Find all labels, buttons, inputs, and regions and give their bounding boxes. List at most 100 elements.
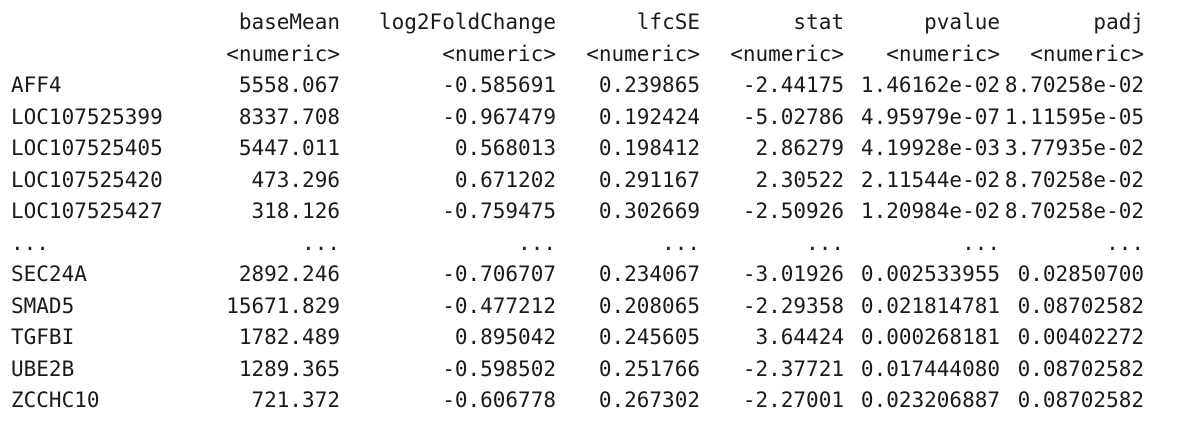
table-row: SMAD5 15671.829 -0.477212 0.208065 -2.29… — [11, 291, 1144, 323]
ellipsis-row: ... ... ... ... ... ... ... — [11, 228, 1144, 260]
header-row: baseMean log2FoldChange lfcSE stat pvalu… — [11, 7, 1144, 39]
table-cell: 473.296 — [251, 167, 340, 192]
table-cell: 5558.067 — [238, 73, 340, 97]
table-row: LOC107525420 473.296 0.671202 0.291167 2… — [11, 165, 1144, 197]
table-cell: -2.50926 — [742, 199, 844, 223]
table-cell: 1782.489 — [238, 325, 340, 349]
table-cell: 0.671202 — [454, 167, 556, 192]
table-cell: 0.00402272 — [1017, 325, 1144, 349]
table-cell: 0.895042 — [454, 325, 556, 349]
table-cell: 0.002533955 — [860, 262, 1000, 286]
column-type: <numeric> — [226, 41, 340, 66]
table-cell: 0.198412 — [598, 136, 700, 160]
table-row: LOC107525427 318.126 -0.759475 0.302669 … — [11, 196, 1144, 228]
table-cell: -0.598502 — [442, 356, 556, 381]
row-name: LOC107525427 — [11, 199, 163, 223]
table-cell: 721.372 — [251, 388, 340, 412]
table-cell: 0.000268181 — [860, 325, 1000, 349]
table-cell: 0.267302 — [598, 388, 700, 412]
table-cell: ... — [302, 230, 340, 255]
table-cell: -0.477212 — [442, 293, 556, 318]
table-cell: 0.239865 — [598, 73, 700, 97]
table-cell: 1.46162e-02 — [860, 73, 1000, 97]
table-cell: -2.27001 — [742, 388, 844, 412]
column-type: <numeric> — [730, 41, 844, 66]
table-cell: 2.86279 — [755, 136, 844, 160]
table-row: LOC107525405 5447.011 0.568013 0.198412 … — [11, 133, 1144, 165]
table-cell: 2.30522 — [755, 167, 844, 192]
table-cell: 5447.011 — [238, 136, 340, 160]
table-row: SEC24A 2892.246 -0.706707 0.234067 -3.01… — [11, 259, 1144, 291]
row-name: AFF4 — [11, 73, 62, 97]
table-cell: -2.44175 — [742, 73, 844, 97]
column-header: padj — [1093, 10, 1144, 34]
column-type: <numeric> — [1030, 41, 1144, 66]
table-cell: 0.08702582 — [1017, 356, 1144, 381]
column-type: <numeric> — [442, 41, 556, 66]
table-cell: -0.967479 — [442, 104, 556, 129]
row-name: TGFBI — [11, 325, 75, 349]
table-cell: 2.11544e-02 — [860, 167, 1000, 192]
table-cell: 8.70258e-02 — [1004, 167, 1144, 192]
table-cell: 1.11595e-05 — [1004, 104, 1144, 129]
table-cell: -0.759475 — [442, 199, 556, 223]
table-cell: ... — [1106, 230, 1144, 255]
table-cell: 318.126 — [251, 199, 340, 223]
table-cell: 0.08702582 — [1017, 388, 1144, 412]
table-cell: 0.291167 — [598, 167, 700, 192]
table-cell: 0.245605 — [598, 325, 700, 349]
table-cell: -2.29358 — [742, 293, 844, 318]
row-name: SEC24A — [11, 262, 87, 286]
table-cell: 3.77935e-02 — [1004, 136, 1144, 160]
row-name-header — [11, 7, 196, 39]
table-cell: -0.706707 — [442, 262, 556, 286]
table-cell: 8.70258e-02 — [1004, 73, 1144, 97]
table-cell: 0.023206887 — [860, 388, 1000, 412]
table-cell: 8337.708 — [238, 104, 340, 129]
column-type: <numeric> — [886, 41, 1000, 66]
table-cell: 0.208065 — [598, 293, 700, 318]
table-row: TGFBI 1782.489 0.895042 0.245605 3.64424… — [11, 322, 1144, 354]
table-cell: 0.302669 — [598, 199, 700, 223]
table-cell: -0.606778 — [442, 388, 556, 412]
table-cell: -3.01926 — [742, 262, 844, 286]
table-cell: 0.251766 — [598, 356, 700, 381]
row-name: LOC107525420 — [11, 167, 163, 192]
type-row: <numeric> <numeric> <numeric> <numeric> … — [11, 39, 1144, 71]
table-row: ZCCHC10 721.372 -0.606778 0.267302 -2.27… — [11, 385, 1144, 417]
table-row: UBE2B 1289.365 -0.598502 0.251766 -2.377… — [11, 354, 1144, 386]
row-name: ... — [11, 230, 49, 255]
table-cell: 0.017444080 — [860, 356, 1000, 381]
table-cell: ... — [962, 230, 1000, 255]
column-type: <numeric> — [586, 41, 700, 66]
table-cell: -0.585691 — [442, 73, 556, 97]
table-cell: 1289.365 — [238, 356, 340, 381]
row-name: SMAD5 — [11, 293, 75, 318]
table-cell: 2892.246 — [238, 262, 340, 286]
row-name: ZCCHC10 — [11, 388, 100, 412]
row-name: UBE2B — [11, 356, 75, 381]
results-table: baseMean log2FoldChange lfcSE stat pvalu… — [11, 7, 1144, 417]
table-cell: ... — [662, 230, 700, 255]
table-cell: 0.192424 — [598, 104, 700, 129]
table-cell: 0.021814781 — [860, 293, 1000, 318]
table-cell: ... — [518, 230, 556, 255]
table-cell: -5.02786 — [742, 104, 844, 129]
column-header: baseMean — [238, 10, 340, 34]
row-name: LOC107525405 — [11, 136, 163, 160]
table-cell: 15671.829 — [226, 293, 340, 318]
column-header: lfcSE — [636, 10, 700, 34]
row-name: LOC107525399 — [11, 104, 163, 129]
table-cell: 0.234067 — [598, 262, 700, 286]
table-cell: 4.95979e-07 — [860, 104, 1000, 129]
column-header: stat — [793, 10, 844, 34]
column-header: log2FoldChange — [378, 10, 556, 34]
table-cell: 0.02850700 — [1017, 262, 1144, 286]
table-cell: -2.37721 — [742, 356, 844, 381]
table-cell: 4.19928e-03 — [860, 136, 1000, 160]
column-header: pvalue — [924, 10, 1000, 34]
table-cell: ... — [806, 230, 844, 255]
table-cell: 0.568013 — [454, 136, 556, 160]
table-cell: 3.64424 — [755, 325, 844, 349]
